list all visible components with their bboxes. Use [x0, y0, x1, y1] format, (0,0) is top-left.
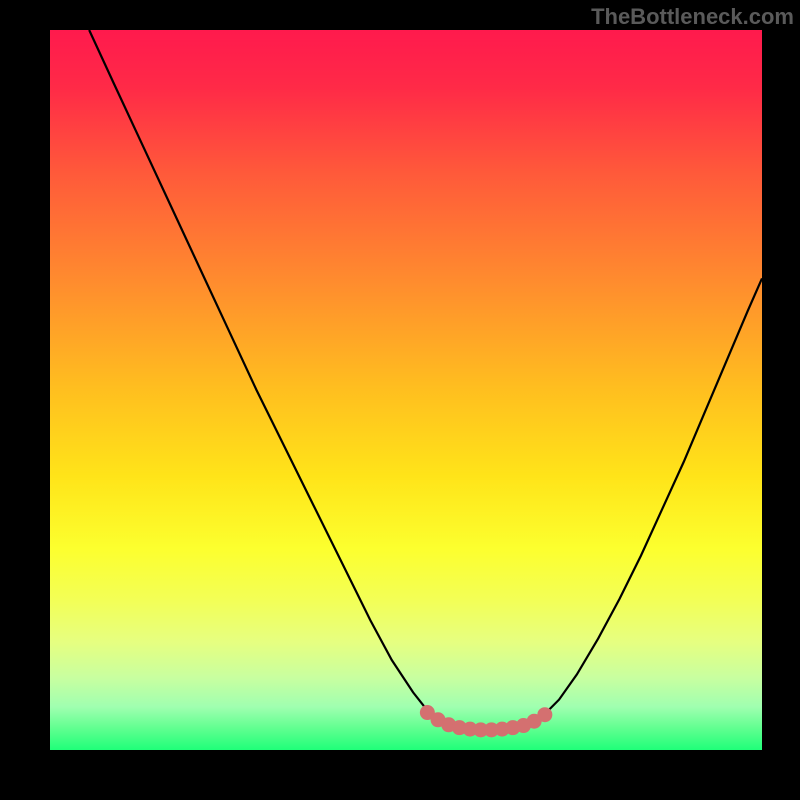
plot-background: [50, 30, 762, 750]
marker-dot: [537, 707, 552, 722]
chart-svg: [0, 0, 800, 800]
chart-stage: TheBottleneck.com: [0, 0, 800, 800]
